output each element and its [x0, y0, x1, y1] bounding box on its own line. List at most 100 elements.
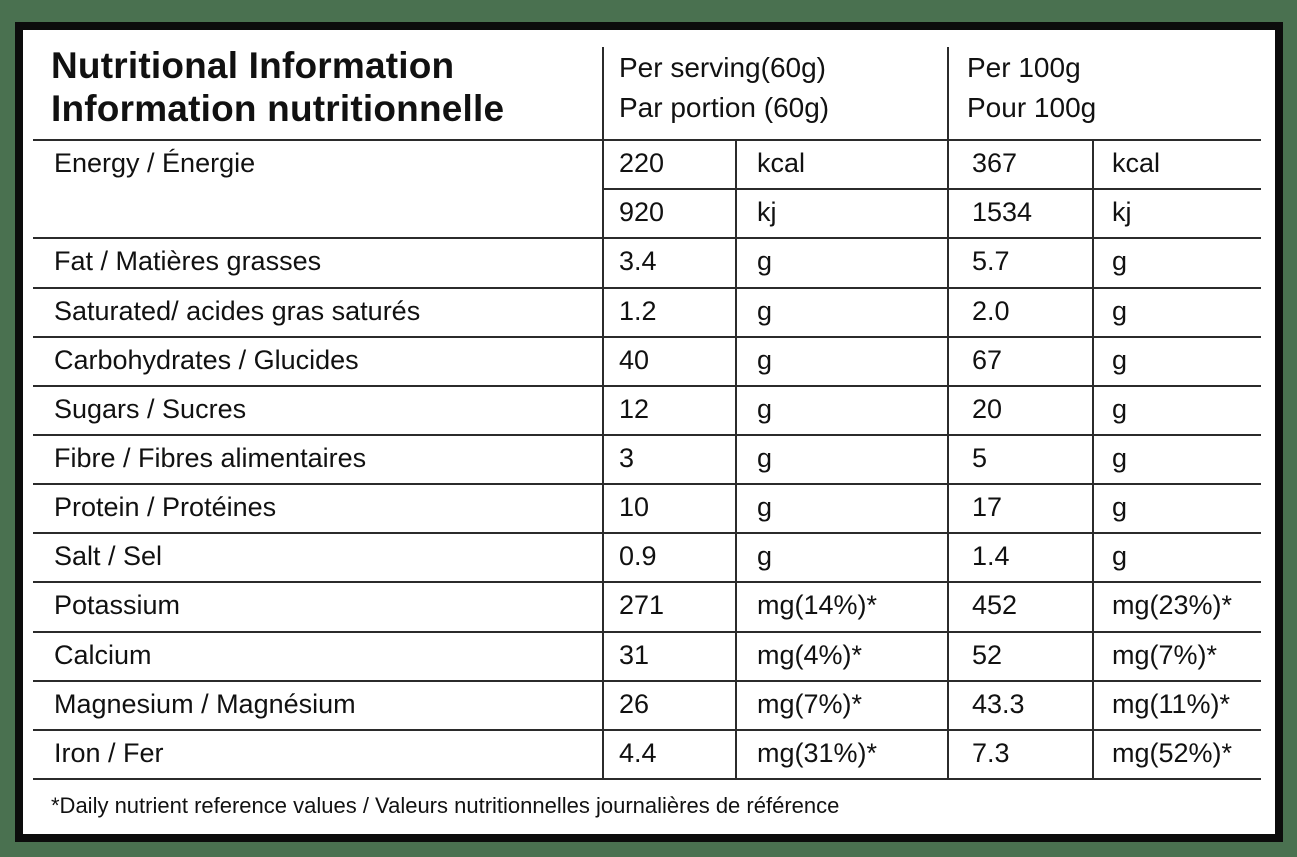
row-label: Magnesium / Magnésium — [54, 688, 356, 719]
row-divider — [33, 581, 1261, 584]
row-label: Energy / Énergie — [54, 148, 256, 179]
serving-value: 40 — [619, 344, 650, 375]
column-header-per-100g-en: Per 100g — [967, 51, 1081, 83]
column-divider — [602, 139, 604, 780]
serving-unit: kcal — [757, 148, 806, 179]
table-row-protein: Protein / Protéines 10 g 17 g — [23, 483, 1275, 532]
per100-value: 5.7 — [972, 246, 1010, 277]
serving-value: 3 — [619, 442, 635, 473]
table-row-carbohydrates: Carbohydrates / Glucides 40 g 67 g — [23, 336, 1275, 385]
row-label: Fibre / Fibres alimentaires — [54, 442, 367, 473]
serving-value: 3.4 — [619, 246, 657, 277]
serving-value: 26 — [619, 688, 650, 719]
table-row-magnesium: Magnesium / Magnésium 26 mg(7%)* 43.3 mg… — [23, 680, 1275, 729]
per100-unit: g — [1112, 492, 1128, 523]
per100-value: 17 — [972, 492, 1003, 523]
nutrition-label-panel: Nutritional Information Information nutr… — [15, 22, 1283, 842]
table-row-saturated: Saturated/ acides gras saturés 1.2 g 2.0… — [23, 287, 1275, 336]
per100-value: 7.3 — [972, 737, 1010, 768]
serving-value: 0.9 — [619, 541, 657, 572]
row-label: Saturated/ acides gras saturés — [54, 295, 421, 326]
table-title: Nutritional Information Information nutr… — [51, 38, 504, 137]
table-row-sugars: Sugars / Sucres 12 g 20 g — [23, 385, 1275, 434]
serving-value: 4.4 — [619, 737, 657, 768]
footnote: *Daily nutrient reference values / Valeu… — [51, 793, 840, 818]
per100-value: 43.3 — [972, 688, 1025, 719]
serving-value: 271 — [619, 590, 665, 621]
row-divider — [33, 483, 1261, 486]
header-column-divider — [947, 47, 949, 139]
per100-unit: mg(23%)* — [1112, 590, 1233, 621]
row-divider — [33, 679, 1261, 682]
row-divider — [33, 286, 1261, 289]
serving-value: 31 — [619, 639, 650, 670]
per100-unit: mg(7%)* — [1112, 639, 1218, 670]
header-column-divider — [602, 47, 604, 139]
table-row-salt: Salt / Sel 0.9 g 1.4 g — [23, 532, 1275, 581]
table-title-line-fr: Information nutritionnelle — [51, 87, 505, 129]
row-divider — [33, 433, 1261, 436]
per100-value: 2.0 — [972, 295, 1010, 326]
per100-value: 367 — [972, 148, 1018, 179]
column-header-per-100g: Per 100g Pour 100g — [967, 38, 1096, 137]
per100-value: 1534 — [972, 197, 1033, 228]
energy-subrow-divider — [602, 188, 1261, 191]
row-divider — [33, 384, 1261, 387]
serving-unit: g — [757, 541, 773, 572]
per100-unit: g — [1112, 393, 1128, 424]
serving-value: 10 — [619, 492, 650, 523]
row-label: Calcium — [54, 639, 152, 670]
table-row-energy-kcal: Energy / Énergie 220 kcal 367 kcal — [23, 139, 1275, 188]
table-row-fibre: Fibre / Fibres alimentaires 3 g 5 g — [23, 434, 1275, 483]
row-label: Sugars / Sucres — [54, 393, 247, 424]
table-row-potassium: Potassium 271 mg(14%)* 452 mg(23%)* — [23, 581, 1275, 630]
per100-value: 5 — [972, 442, 988, 473]
row-divider — [33, 630, 1261, 633]
column-divider — [735, 139, 737, 780]
serving-unit: g — [757, 492, 773, 523]
per100-unit: g — [1112, 295, 1128, 326]
row-label: Potassium — [54, 590, 181, 621]
serving-value: 12 — [619, 393, 650, 424]
table-row-fat: Fat / Matières grasses 3.4 g 5.7 g — [23, 237, 1275, 286]
table-row-energy-kj: 920 kj 1534 kj — [23, 188, 1275, 237]
nutrition-table: Nutritional Information Information nutr… — [23, 30, 1275, 834]
row-label: Salt / Sel — [54, 541, 163, 572]
column-header-per-serving-fr: Par portion (60g) — [619, 91, 830, 123]
row-divider — [33, 532, 1261, 535]
footnote-divider — [33, 778, 1261, 780]
per100-value: 1.4 — [972, 541, 1010, 572]
serving-unit: kj — [757, 197, 777, 228]
per100-unit: g — [1112, 246, 1128, 277]
row-label: Protein / Protéines — [54, 492, 277, 523]
row-divider — [33, 237, 1261, 240]
per100-unit: kcal — [1112, 148, 1161, 179]
table-row-iron: Iron / Fer 4.4 mg(31%)* 7.3 mg(52%)* — [23, 729, 1275, 778]
column-divider — [947, 139, 949, 780]
per100-unit: mg(11%)* — [1112, 688, 1231, 719]
column-header-per-100g-fr: Pour 100g — [967, 91, 1097, 123]
serving-value: 920 — [619, 197, 665, 228]
row-label — [54, 188, 599, 237]
row-label: Fat / Matières grasses — [54, 246, 322, 277]
serving-unit: mg(31%)* — [757, 737, 878, 768]
per100-value: 67 — [972, 344, 1003, 375]
serving-value: 1.2 — [619, 295, 657, 326]
per100-unit: g — [1112, 442, 1128, 473]
column-divider — [1092, 139, 1094, 780]
table-title-line-en: Nutritional Information — [51, 45, 455, 87]
serving-unit: mg(14%)* — [757, 590, 878, 621]
serving-unit: g — [757, 344, 773, 375]
header-divider — [33, 139, 1261, 141]
serving-unit: g — [757, 295, 773, 326]
per100-unit: g — [1112, 541, 1128, 572]
serving-unit: g — [757, 246, 773, 277]
per100-value: 452 — [972, 590, 1018, 621]
serving-unit: g — [757, 393, 773, 424]
table-row-calcium: Calcium 31 mg(4%)* 52 mg(7%)* — [23, 631, 1275, 680]
serving-unit: mg(4%)* — [757, 639, 863, 670]
per100-value: 52 — [972, 639, 1003, 670]
per100-unit: g — [1112, 344, 1128, 375]
per100-unit: kj — [1112, 197, 1132, 228]
serving-value: 220 — [619, 148, 665, 179]
